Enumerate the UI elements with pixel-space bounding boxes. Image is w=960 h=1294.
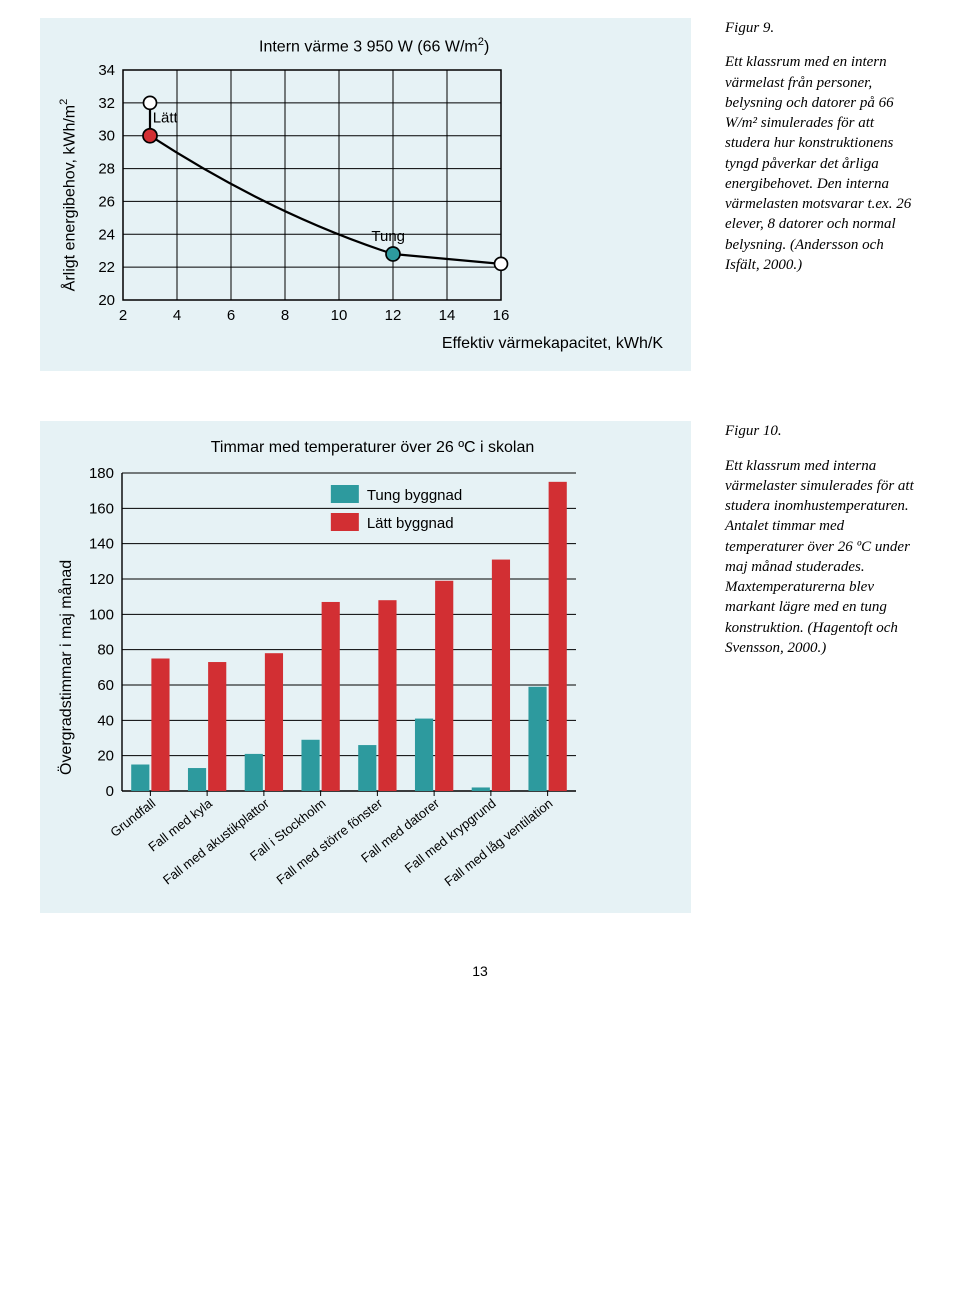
svg-text:0: 0 — [106, 783, 114, 800]
fig10-plot-area: 020406080100120140160180GrundfallFall me… — [76, 465, 669, 895]
svg-text:26: 26 — [99, 194, 116, 211]
svg-text:8: 8 — [281, 307, 289, 324]
svg-text:28: 28 — [99, 161, 116, 178]
svg-text:20: 20 — [99, 292, 116, 309]
svg-text:22: 22 — [99, 259, 116, 276]
svg-text:80: 80 — [97, 642, 114, 659]
svg-text:100: 100 — [89, 607, 114, 624]
fig9-chart-title: Intern värme 3 950 W (66 W/m2) — [79, 36, 669, 56]
svg-text:16: 16 — [493, 307, 509, 324]
svg-text:24: 24 — [99, 227, 116, 244]
svg-text:30: 30 — [99, 128, 116, 145]
fig9-chart-panel: Årligt energibehov, kWh/m2 Intern värme … — [40, 18, 691, 371]
fig9-y-axis-label: Årligt energibehov, kWh/m2 — [52, 36, 79, 353]
svg-text:Fall med låg ventilation: Fall med låg ventilation — [441, 796, 555, 890]
fig9-title: Figur 9. — [725, 18, 920, 38]
svg-text:Grundfall: Grundfall — [107, 796, 158, 840]
fig10-chart-panel: Övergradstimmar i maj månad Timmar med t… — [40, 421, 691, 913]
fig9-sidebar: Figur 9. Ett klassrum med en intern värm… — [725, 18, 920, 371]
fig10-y-axis-label: Övergradstimmar i maj månad — [52, 439, 76, 895]
svg-text:12: 12 — [385, 307, 402, 324]
svg-text:140: 140 — [89, 536, 114, 553]
fig9-plot-area: 2022242628303234246810121416LättTung — [79, 64, 669, 329]
svg-text:2: 2 — [119, 307, 127, 324]
svg-text:Fall med akustikplattor: Fall med akustikplattor — [160, 795, 272, 887]
svg-text:120: 120 — [89, 571, 114, 588]
svg-text:180: 180 — [89, 465, 114, 482]
fig9-caption: Ett klassrum med en intern värmelast frå… — [725, 52, 920, 275]
svg-text:20: 20 — [97, 748, 114, 765]
fig9-x-axis-label: Effektiv värmekapacitet, kWh/K — [79, 335, 669, 353]
svg-text:40: 40 — [97, 713, 114, 730]
fig10-caption: Ett klassrum med interna värmelaster sim… — [725, 456, 920, 659]
svg-text:6: 6 — [227, 307, 235, 324]
svg-text:34: 34 — [99, 64, 116, 79]
fig10-title: Figur 10. — [725, 421, 920, 441]
svg-text:Tung: Tung — [372, 228, 406, 245]
svg-text:14: 14 — [439, 307, 456, 324]
svg-text:160: 160 — [89, 501, 114, 518]
fig10-sidebar: Figur 10. Ett klassrum med interna värme… — [725, 421, 920, 913]
svg-text:Fall med större fönster: Fall med större fönster — [274, 795, 386, 887]
svg-text:32: 32 — [99, 95, 116, 112]
svg-text:Tung byggnad: Tung byggnad — [367, 487, 462, 504]
svg-text:Lätt: Lätt — [153, 110, 179, 127]
page-number: 13 — [40, 963, 920, 979]
svg-text:10: 10 — [331, 307, 348, 324]
svg-text:Lätt byggnad: Lätt byggnad — [367, 515, 454, 532]
fig10-chart-title: Timmar med temperaturer över 26 ºC i sko… — [76, 439, 669, 457]
svg-text:4: 4 — [173, 307, 181, 324]
svg-text:60: 60 — [97, 677, 114, 694]
